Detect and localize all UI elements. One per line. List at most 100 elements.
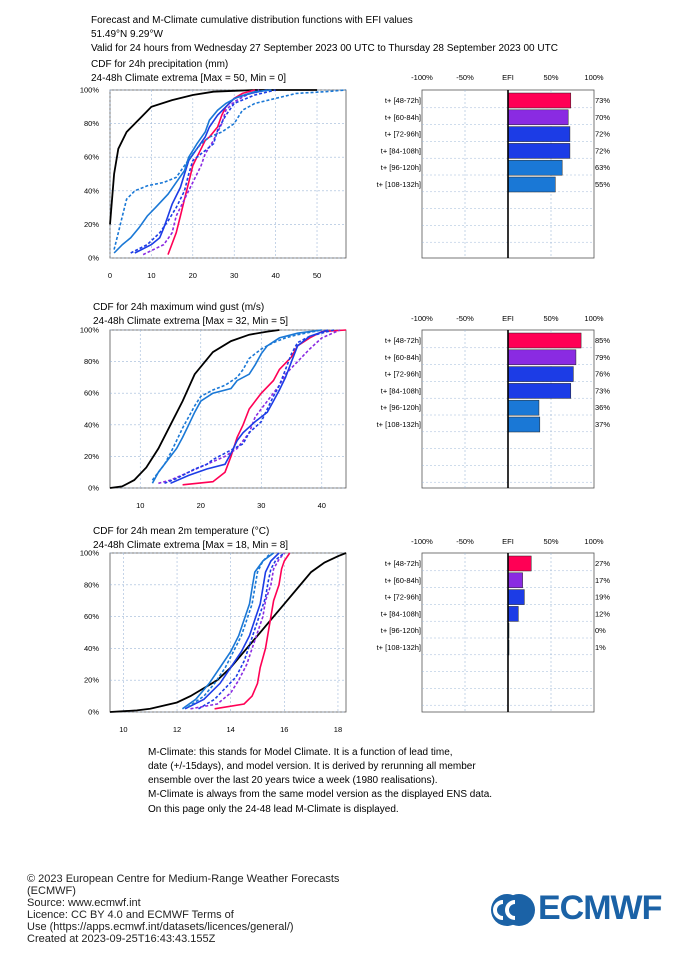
efi-category-label: t+ [84-108h] xyxy=(381,146,421,155)
footer-source: Source: www.ecmwf.int xyxy=(27,897,141,909)
efi-value-label: 79% xyxy=(595,353,610,362)
efi-axis-label: -100% xyxy=(411,314,433,323)
cdf-y-tick-label: 40% xyxy=(84,186,99,195)
note-line: ensemble over the last 20 years twice a … xyxy=(148,775,438,786)
cdf-x-tick-label: 20 xyxy=(197,501,205,510)
cdf-series-line xyxy=(109,89,317,225)
efi-axis-label: -50% xyxy=(456,73,474,82)
cdf-series-line xyxy=(167,89,256,255)
cdf-x-tick-label: 40 xyxy=(318,501,326,510)
efi-value-label: 73% xyxy=(595,96,610,105)
cdf-series-line xyxy=(113,89,272,254)
cdf-y-tick-label: 100% xyxy=(80,549,100,558)
cdf-series-line xyxy=(190,552,285,710)
efi-axis-label: EFI xyxy=(502,73,514,82)
efi-category-label: t+ [72-96h] xyxy=(385,370,421,379)
note-line: M-Climate is always from the same model … xyxy=(148,789,493,800)
efi-bar xyxy=(507,143,571,159)
footer-licence: Licence: CC BY 4.0 and ECMWF Terms of xyxy=(27,909,234,921)
efi-bar xyxy=(507,589,525,605)
cdf-y-tick-label: 20% xyxy=(84,676,99,685)
panel-title-wind: CDF for 24h maximum wind gust (m/s) xyxy=(93,302,265,313)
panel-title-temp: CDF for 24h mean 2m temperature (°C) xyxy=(93,526,270,537)
efi-value-label: 85% xyxy=(595,336,610,345)
efi-value-label: 17% xyxy=(595,576,610,585)
cdf-series-line xyxy=(182,329,347,486)
panel-title-precip: CDF for 24h precipitation (mm) xyxy=(91,59,229,70)
cdf-series-line xyxy=(151,329,322,484)
efi-bar xyxy=(507,572,523,589)
footer-terms-link[interactable]: Use (https://apps.ecmwf.int/datasets/lic… xyxy=(27,921,294,933)
efi-value-label: 70% xyxy=(595,113,610,122)
efi-axis-label: EFI xyxy=(502,537,514,546)
efi-value-label: 72% xyxy=(595,146,610,155)
cdf-y-tick-label: 80% xyxy=(84,357,99,366)
efi-category-label: t+ [60-84h] xyxy=(385,576,421,585)
cdf-series-line xyxy=(214,552,291,710)
cdf-x-tick-label: 16 xyxy=(280,725,288,734)
header-location: 51.49°N 9.29°W xyxy=(91,29,163,40)
efi-value-label: 0% xyxy=(595,626,606,635)
efi-axis-label: -50% xyxy=(456,314,474,323)
panel-subtitle-precip: 24-48h Climate extrema [Max = 50, Min = … xyxy=(91,73,287,84)
efi-bar xyxy=(507,159,563,176)
efi-bar xyxy=(507,126,571,142)
efi-category-label: t+ [48-72h] xyxy=(385,559,421,568)
efi-bar xyxy=(507,606,519,622)
cdf-series-line xyxy=(164,329,335,485)
cdf-y-tick-label: 0% xyxy=(88,708,99,717)
cdf-x-tick-label: 10 xyxy=(136,501,144,510)
cdf-series-line xyxy=(109,552,347,713)
ecmwf-logo-icon xyxy=(491,894,535,926)
cdf-series-line xyxy=(181,552,275,710)
efi-axis-label: 50% xyxy=(543,314,558,323)
efi-category-label: t+ [60-84h] xyxy=(385,353,421,362)
ecmwf-logo: ECMWF xyxy=(489,889,675,928)
efi-value-label: 27% xyxy=(595,559,610,568)
panel-subtitle-wind: 24-48h Climate extrema [Max = 32, Min = … xyxy=(93,316,289,327)
efi-value-label: 12% xyxy=(595,609,610,618)
cdf-x-tick-label: 0 xyxy=(108,271,112,280)
cdf-x-tick-label: 12 xyxy=(173,725,181,734)
efi-bar xyxy=(507,349,577,366)
cdf-series-line xyxy=(130,89,276,254)
cdf-series-line xyxy=(142,89,260,256)
efi-value-label: 37% xyxy=(595,420,610,429)
cdf-y-tick-label: 100% xyxy=(80,86,100,95)
efi-axis-label: EFI xyxy=(502,314,514,323)
efi-bar xyxy=(507,555,532,572)
cdf-x-tick-label: 10 xyxy=(147,271,155,280)
efi-category-label: t+ [48-72h] xyxy=(385,336,421,345)
panel-subtitle-temp: 24-48h Climate extrema [Max = 18, Min = … xyxy=(93,540,289,551)
efi-value-label: 19% xyxy=(595,593,610,602)
efi-category-label: t+ [108-132h] xyxy=(377,420,421,429)
efi-category-label: t+ [72-96h] xyxy=(385,593,421,602)
efi-value-label: 1% xyxy=(595,643,606,652)
header-validity: Valid for 24 hours from Wednesday 27 Sep… xyxy=(91,43,558,54)
efi-axis-label: 100% xyxy=(584,73,604,82)
efi-axis-label: -50% xyxy=(456,537,474,546)
efi-value-label: 36% xyxy=(595,403,610,412)
efi-axis-label: -100% xyxy=(411,537,433,546)
efi-value-label: 55% xyxy=(595,180,610,189)
footer-created: Created at 2023-09-25T16:43:43.155Z xyxy=(27,933,216,945)
efi-value-label: 76% xyxy=(595,370,610,379)
cdf-y-tick-label: 0% xyxy=(88,484,99,493)
cdf-y-tick-label: 60% xyxy=(84,153,99,162)
cdf-y-tick-label: 60% xyxy=(84,612,99,621)
efi-bar xyxy=(507,399,540,416)
note-line: On this page only the 24-48 lead M-Clima… xyxy=(148,804,399,815)
note-line: date (+/-15days), and model version. It … xyxy=(148,761,476,772)
cdf-plot-frame xyxy=(109,552,347,713)
efi-bar xyxy=(507,416,541,433)
efi-bar xyxy=(507,332,582,349)
cdf-plot-frame xyxy=(109,89,347,259)
cdf-y-tick-label: 0% xyxy=(88,254,99,263)
efi-value-label: 72% xyxy=(595,130,610,139)
efi-bar xyxy=(507,366,574,382)
efi-bar xyxy=(507,92,572,109)
cdf-x-tick-label: 10 xyxy=(119,725,127,734)
cdf-series-line xyxy=(134,89,268,254)
efi-bar xyxy=(507,176,556,193)
